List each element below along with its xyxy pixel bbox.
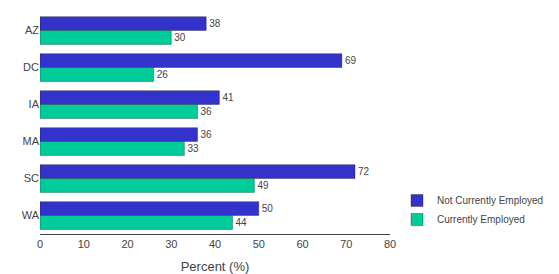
svg-text:Currently Employed: Currently Employed <box>437 214 525 225</box>
svg-text:50: 50 <box>262 203 274 214</box>
svg-text:20: 20 <box>121 238 133 250</box>
svg-text:30: 30 <box>174 32 186 43</box>
svg-text:AZ: AZ <box>25 24 39 36</box>
svg-text:Not Currently Employed: Not Currently Employed <box>437 195 543 206</box>
svg-text:36: 36 <box>201 106 213 117</box>
svg-text:69: 69 <box>345 55 357 66</box>
svg-text:60: 60 <box>296 238 308 250</box>
svg-text:26: 26 <box>157 69 169 80</box>
svg-text:0: 0 <box>37 238 43 250</box>
svg-text:33: 33 <box>187 143 199 154</box>
svg-text:44: 44 <box>236 217 248 228</box>
svg-text:DC: DC <box>23 61 39 73</box>
svg-text:SC: SC <box>24 172 39 184</box>
svg-text:40: 40 <box>209 238 221 250</box>
svg-text:50: 50 <box>253 238 265 250</box>
svg-text:Percent (%): Percent (%) <box>181 259 250 274</box>
svg-text:MA: MA <box>23 135 40 147</box>
svg-text:72: 72 <box>358 166 370 177</box>
svg-text:10: 10 <box>78 238 90 250</box>
svg-text:41: 41 <box>222 92 234 103</box>
svg-text:WA: WA <box>22 209 40 221</box>
svg-text:36: 36 <box>201 129 213 140</box>
svg-text:IA: IA <box>29 98 40 110</box>
svg-text:80: 80 <box>384 238 396 250</box>
svg-text:49: 49 <box>257 180 269 191</box>
svg-text:30: 30 <box>165 238 177 250</box>
svg-text:38: 38 <box>209 18 221 29</box>
svg-text:70: 70 <box>340 238 352 250</box>
